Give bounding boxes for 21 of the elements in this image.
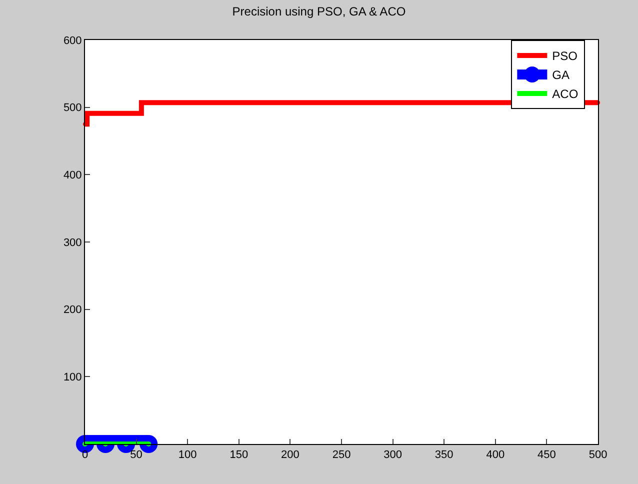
legend-label: GA	[552, 68, 570, 82]
x-tick-label: 500	[588, 449, 608, 462]
y-tick-label: 100	[63, 372, 82, 384]
x-tick-label: 50	[130, 449, 142, 462]
x-tick-label: 200	[281, 449, 300, 462]
legend-label: ACO	[552, 87, 578, 102]
x-tick-label: 250	[332, 449, 351, 462]
x-tick-label: 0	[82, 449, 88, 462]
x-tick-label: 450	[538, 449, 556, 462]
y-tick-label: 200	[63, 304, 82, 316]
y-tick-label: 500	[63, 102, 82, 114]
x-tick-label: 150	[230, 449, 248, 462]
x-tick-label: 300	[384, 449, 402, 462]
x-tick-label: 400	[486, 449, 505, 462]
y-tick-label: 400	[63, 170, 82, 182]
chart-title: Precision using PSO, GA & ACO	[232, 4, 406, 19]
legend-label: PSO	[552, 49, 578, 64]
y-tick-label: 600	[63, 34, 82, 47]
x-tick-label: 350	[434, 449, 454, 462]
y-tick-label: 300	[63, 236, 82, 249]
x-tick-label: 100	[178, 449, 197, 462]
